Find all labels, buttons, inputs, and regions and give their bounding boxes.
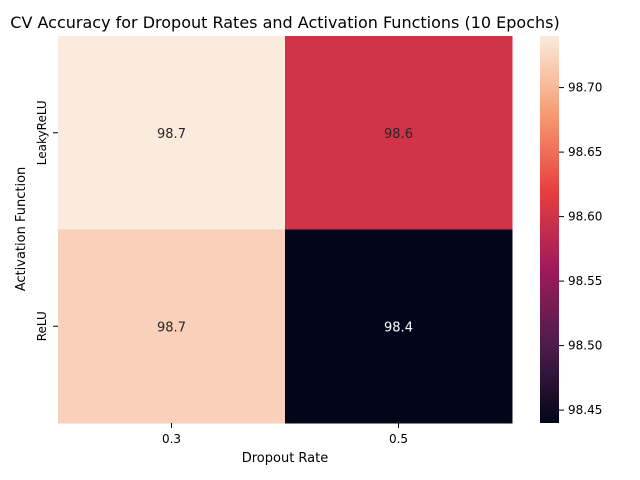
cell-value-label: 98.4 (384, 320, 413, 335)
chart-title: CV Accuracy for Dropout Rates and Activa… (10, 13, 559, 32)
y-axis-label: Activation Function (14, 167, 29, 292)
heatmap-cell-relu-0.3 (58, 229, 286, 424)
heatmap-cell-labels: 98.7 98.6 98.7 98.4 (157, 127, 413, 336)
cell-value-label: 98.7 (157, 320, 186, 335)
colorbar-tick-label: 98.70 (568, 81, 602, 95)
x-axis: 0.3 0.5 (162, 423, 408, 446)
x-axis-label: Dropout Rate (242, 451, 329, 466)
colorbar-ticks: 98.45 98.50 98.55 98.60 98.65 98.70 (559, 81, 602, 417)
heatmap-cell-leakyrelu-0.3 (58, 36, 286, 230)
colorbar-tick-label: 98.60 (568, 210, 602, 224)
x-tick-label: 0.5 (389, 432, 408, 446)
x-tick-label: 0.3 (162, 432, 181, 446)
cell-value-label: 98.7 (157, 127, 186, 142)
heatmap-cell-leakyrelu-0.5 (285, 36, 513, 230)
colorbar-tick-label: 98.50 (568, 339, 602, 353)
heatmap-cells (58, 36, 513, 424)
heatmap-cell-relu-0.5 (285, 229, 513, 424)
colorbar-tick-label: 98.55 (568, 274, 602, 288)
colorbar-tick-label: 98.65 (568, 145, 602, 159)
y-tick-label: ReLU (35, 311, 49, 341)
y-tick-label: LeakyReLU (35, 100, 49, 165)
cell-value-label: 98.6 (384, 127, 413, 142)
colorbar (540, 36, 559, 423)
y-axis: LeakyReLU ReLU (35, 100, 58, 341)
colorbar-tick-label: 98.45 (568, 403, 602, 417)
